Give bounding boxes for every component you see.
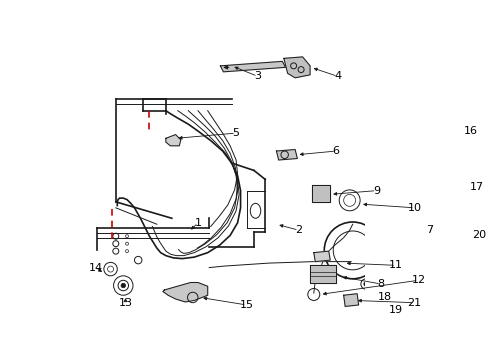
Text: 17: 17 [468,182,483,192]
Circle shape [363,282,367,286]
Text: 3: 3 [254,71,261,81]
Text: 4: 4 [333,71,341,81]
Text: 18: 18 [377,292,391,302]
Text: 5: 5 [232,128,239,138]
Polygon shape [163,283,207,302]
Text: 9: 9 [372,186,379,195]
Text: 10: 10 [407,203,421,213]
Text: 20: 20 [471,230,486,240]
Polygon shape [284,57,309,78]
Text: 19: 19 [388,305,402,315]
Polygon shape [312,185,329,202]
Polygon shape [313,251,329,262]
Polygon shape [309,265,336,283]
Polygon shape [220,61,285,72]
Text: 8: 8 [377,279,384,289]
Text: 14: 14 [88,262,102,273]
Text: 1: 1 [194,218,201,228]
Text: 7: 7 [425,225,432,235]
Polygon shape [276,149,297,160]
Polygon shape [343,294,358,306]
Text: 2: 2 [295,225,302,235]
Text: 15: 15 [239,300,253,310]
Text: 13: 13 [118,298,132,308]
Text: 16: 16 [463,126,477,136]
Text: 12: 12 [410,275,425,285]
Text: 21: 21 [407,298,421,308]
Polygon shape [165,135,181,146]
Text: 11: 11 [388,260,402,270]
Text: 6: 6 [332,146,339,156]
Circle shape [121,283,125,288]
